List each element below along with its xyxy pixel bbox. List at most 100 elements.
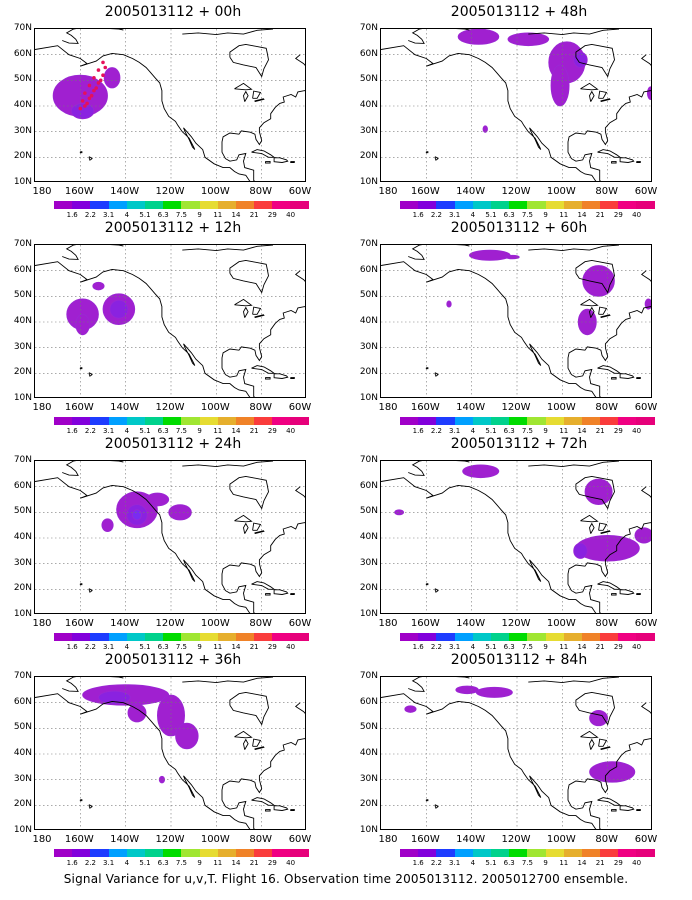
colorbar-swatch — [126, 201, 145, 209]
lat-label: 60N — [359, 696, 378, 707]
colorbar-label: 9 — [543, 427, 548, 435]
variance-region — [101, 518, 114, 532]
panel-title: 2005013112 + 60h — [450, 220, 588, 236]
colorbar-swatch — [254, 201, 273, 209]
colorbar-swatch — [290, 417, 309, 425]
coastline — [265, 376, 271, 380]
dropsonde-point — [96, 81, 101, 85]
lat-label: 20N — [13, 151, 32, 162]
colorbar-label: 2.2 — [84, 643, 96, 651]
variance-region — [92, 281, 105, 291]
colorbar-label: 14 — [231, 427, 241, 435]
figure-caption: Signal Variance for u,v,T. Flight 16. Ob… — [63, 872, 629, 886]
colorbar-label: 6.3 — [157, 859, 169, 867]
lat-label: 10N — [13, 825, 32, 835]
colorbar-swatch — [545, 849, 564, 857]
coastline — [252, 90, 262, 99]
lat-label: 30N — [13, 125, 32, 136]
colorbar-swatch — [618, 849, 637, 857]
coastline — [88, 372, 93, 377]
colorbar — [400, 849, 655, 857]
colorbar-swatch — [527, 849, 546, 857]
colorbar-swatch — [181, 201, 200, 209]
colorbar-label: 9 — [197, 427, 202, 435]
lon-label: 80W — [595, 402, 618, 413]
dropsonde-point — [87, 83, 92, 88]
lon-label: 140W — [456, 186, 486, 197]
colorbar-label: 14 — [577, 211, 587, 219]
colorbar-label: 1.6 — [66, 643, 78, 651]
coastline — [251, 797, 276, 806]
lat-label: 30N — [359, 557, 378, 568]
coastline — [79, 583, 83, 586]
lat-label: 50N — [359, 722, 378, 733]
colorbar-swatch — [509, 633, 528, 641]
map-panel: 2005013112 + 12h 70N 60N 50N 40N 30N 20N 10N 180… — [0, 216, 346, 435]
variance-region — [550, 64, 570, 107]
variance-region — [157, 694, 186, 737]
colorbar-label: 6.3 — [503, 427, 515, 435]
coastline — [254, 746, 265, 751]
lon-label: 140W — [456, 402, 486, 413]
colorbar-label: 29 — [267, 859, 277, 867]
colorbar-swatch — [163, 849, 182, 857]
colorbar-swatch — [217, 417, 236, 425]
coastline — [528, 677, 620, 684]
variance-region — [394, 509, 405, 516]
colorbar-label: 7.5 — [521, 859, 533, 867]
colorbar-label: 3.1 — [449, 427, 461, 435]
colorbar-label: 11 — [559, 859, 569, 867]
lon-label: 60W — [288, 834, 312, 845]
panel-title: 2005013112 + 84h — [450, 652, 588, 668]
colorbar-label: 7.5 — [521, 211, 533, 219]
map-canvas — [35, 461, 305, 613]
map-canvas — [381, 245, 651, 397]
colorbar-swatch — [272, 849, 291, 857]
variance-region — [582, 265, 615, 297]
coastline — [611, 808, 617, 812]
lon-label: 140W — [110, 186, 140, 197]
lon-label: 140W — [110, 402, 140, 413]
coastline — [597, 797, 622, 806]
colorbar-swatch — [418, 201, 437, 209]
coastline — [182, 29, 274, 36]
coastline — [408, 245, 470, 260]
colorbar-swatch — [527, 417, 546, 425]
colorbar-label: 40 — [632, 859, 642, 867]
coastline — [425, 151, 429, 154]
coastline — [265, 592, 271, 596]
coastline — [408, 677, 470, 692]
colorbar-swatch — [254, 849, 273, 857]
colorbar-swatch — [418, 849, 437, 857]
colorbar-label: 7.5 — [521, 427, 533, 435]
colorbar-swatch — [272, 201, 291, 209]
colorbar-label: 9 — [543, 643, 548, 651]
coastline — [567, 306, 651, 397]
colorbar-label: 3.1 — [449, 643, 461, 651]
colorbar-label: 14 — [577, 427, 587, 435]
colorbar-label: 40 — [632, 211, 642, 219]
coastline — [294, 702, 305, 714]
lat-label: 40N — [13, 316, 32, 326]
dropsonde-point — [80, 99, 85, 103]
lat-label: 30N — [13, 773, 32, 784]
coastline — [252, 306, 262, 315]
colorbar-swatch — [563, 849, 582, 857]
variance-region — [634, 527, 651, 544]
lat-label: 20N — [13, 367, 32, 378]
colorbar-swatch — [199, 849, 218, 857]
colorbar-swatch — [581, 849, 601, 857]
colorbar-swatch — [636, 849, 655, 857]
lon-label: 120W — [501, 402, 531, 413]
coastline — [35, 261, 251, 397]
coastline — [598, 522, 608, 531]
coastline — [221, 90, 305, 181]
colorbar-label: 3.1 — [103, 211, 115, 219]
lat-label: 10N — [359, 393, 378, 403]
lat-label: 10N — [359, 177, 378, 187]
colorbar-label: 9 — [197, 859, 202, 867]
coastline — [619, 805, 635, 811]
colorbar-swatch — [235, 417, 255, 425]
coastline — [265, 160, 271, 164]
coastline — [273, 589, 289, 595]
